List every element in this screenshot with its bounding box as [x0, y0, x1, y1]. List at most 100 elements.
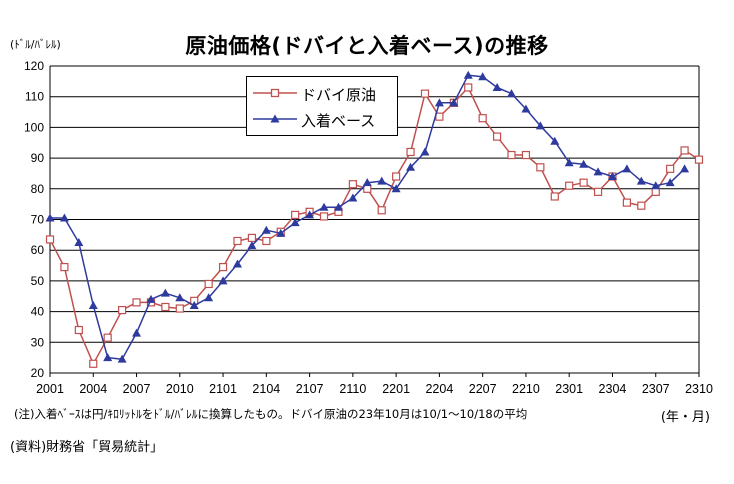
y-tick-label: 50	[31, 274, 45, 288]
y-tick-label: 60	[31, 243, 45, 257]
data-point-dubai	[45, 235, 55, 244]
data-point-arrival	[59, 213, 69, 222]
data-point-dubai	[161, 302, 170, 312]
data-point-dubai	[536, 163, 545, 172]
chart-title: 原油価格(ドバイと入着ベース)の推移	[185, 34, 549, 58]
data-point-arrival	[434, 98, 444, 107]
x-tick-label: 2107	[296, 382, 324, 396]
data-point-arrival	[261, 225, 271, 234]
data-point-arrival	[449, 98, 459, 107]
data-point-arrival	[175, 293, 185, 302]
x-tick-label: 2210	[512, 382, 540, 396]
y-axis-unit: (ﾄﾞﾙ/ﾊﾞﾚﾙ)	[10, 38, 61, 51]
data-point-arrival	[665, 178, 675, 187]
data-point-arrival	[564, 158, 574, 167]
data-point-arrival	[680, 164, 690, 173]
data-point-dubai	[593, 187, 603, 196]
x-tick-label: 2101	[209, 382, 237, 396]
data-point-arrival	[579, 159, 589, 168]
data-point-arrival	[636, 176, 646, 185]
x-tick-label: 2307	[642, 382, 670, 396]
data-point-arrival	[348, 193, 358, 202]
data-point-dubai	[118, 305, 127, 315]
data-point-arrival	[160, 288, 170, 297]
data-point-dubai	[579, 178, 588, 187]
source-note: (資料)財務省「貿易統計」	[10, 440, 164, 455]
x-axis-unit: (年・月)	[660, 410, 710, 425]
data-point-dubai	[89, 359, 98, 368]
data-point-dubai	[247, 233, 257, 243]
data-point-arrival	[74, 238, 84, 247]
legend-item-dubai: ドバイ原油	[247, 81, 397, 105]
data-point-arrival	[521, 104, 531, 113]
legend-triangle-marker-icon	[253, 114, 297, 123]
data-point-arrival	[290, 218, 300, 227]
data-point-arrival	[406, 162, 416, 171]
data-point-arrival	[377, 176, 387, 185]
data-point-arrival	[117, 354, 127, 363]
y-tick-label: 80	[31, 182, 45, 196]
data-point-dubai	[406, 147, 415, 157]
data-point-arrival	[507, 89, 517, 98]
y-tick-label: 40	[31, 305, 45, 319]
data-point-arrival	[218, 276, 228, 285]
x-tick-label: 2110	[339, 382, 366, 396]
data-point-dubai	[233, 236, 242, 246]
data-point-arrival	[319, 202, 329, 211]
chart-legend: ドバイ原油 入着ベース	[246, 76, 398, 136]
y-tick-label: 70	[31, 213, 45, 227]
y-tick-label: 20	[31, 366, 45, 380]
data-point-dubai	[666, 164, 675, 173]
data-point-arrival	[492, 82, 502, 91]
data-point-dubai	[204, 279, 213, 289]
data-point-dubai	[60, 262, 69, 272]
y-tick-label: 110	[25, 90, 44, 104]
data-point-dubai	[435, 112, 444, 121]
y-tick-label: 30	[31, 335, 45, 349]
y-tick-label: 90	[31, 151, 45, 165]
legend-square-marker-icon	[253, 88, 297, 98]
data-point-arrival	[550, 136, 560, 145]
x-tick-label: 2204	[425, 382, 453, 396]
data-point-arrival	[420, 147, 430, 156]
data-point-dubai	[464, 83, 473, 92]
data-point-dubai	[651, 187, 660, 196]
data-point-dubai	[262, 236, 271, 246]
legend-label-dubai: ドバイ原油	[301, 86, 377, 104]
data-point-dubai	[74, 325, 83, 335]
data-point-arrival	[232, 259, 242, 268]
x-tick-label: 2201	[382, 382, 410, 396]
x-tick-label: 2010	[166, 382, 194, 396]
data-point-arrival	[189, 300, 199, 309]
data-point-dubai	[392, 172, 401, 181]
data-point-dubai	[377, 206, 386, 215]
data-point-arrival	[247, 241, 257, 250]
legend-label-arrival: 入着ベース	[301, 112, 376, 130]
data-point-arrival	[204, 293, 214, 302]
data-point-dubai	[622, 198, 631, 207]
data-point-dubai	[319, 212, 329, 221]
x-tick-label: 2310	[685, 382, 713, 396]
data-point-arrival	[132, 328, 142, 337]
data-point-arrival	[535, 121, 545, 130]
data-point-dubai	[218, 262, 228, 272]
data-point-arrival	[478, 72, 488, 81]
data-point-dubai	[565, 181, 574, 190]
data-point-arrival	[651, 181, 661, 190]
x-tick-label: 2007	[123, 382, 151, 396]
data-point-arrival	[463, 70, 473, 79]
data-point-dubai	[103, 333, 112, 342]
data-point-arrival	[45, 213, 55, 222]
legend-item-arrival: 入着ベース	[247, 107, 397, 131]
series-line-0	[49, 86, 700, 365]
x-tick-label: 2304	[599, 382, 627, 396]
data-point-arrival	[146, 294, 156, 303]
data-point-arrival	[622, 164, 632, 173]
data-point-dubai	[637, 201, 646, 210]
data-point-arrival	[88, 300, 98, 309]
x-tick-label: 2104	[252, 382, 280, 396]
data-point-arrival	[103, 353, 113, 362]
x-tick-label: 2301	[555, 382, 583, 396]
data-point-dubai	[175, 304, 184, 313]
data-point-arrival	[607, 172, 617, 181]
